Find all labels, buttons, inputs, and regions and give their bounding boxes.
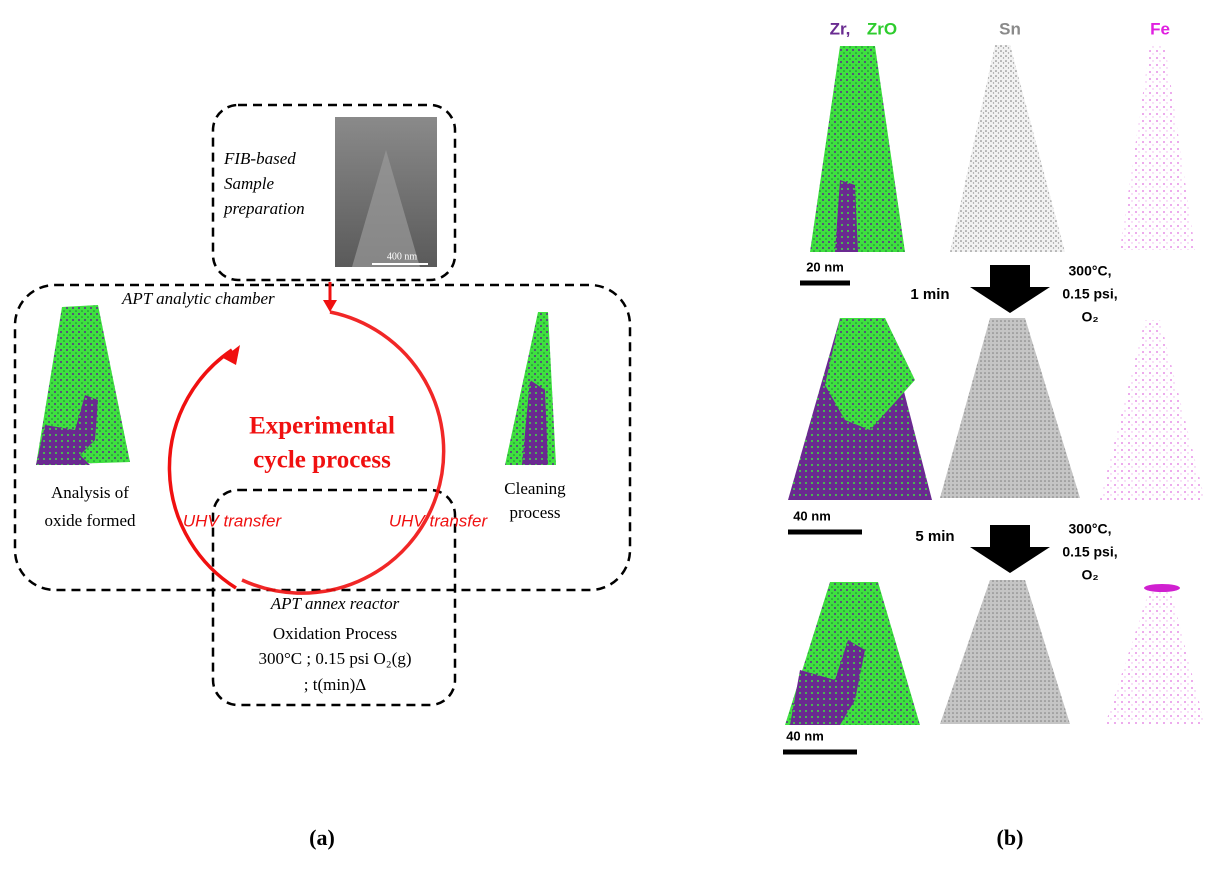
oxidation-text: Oxidation Process [273, 624, 397, 643]
left-label: Analysis of [51, 483, 129, 502]
tip-sn [950, 45, 1065, 252]
uhv-label: UHV transfer [183, 511, 283, 530]
right-label: Cleaning [504, 479, 566, 498]
tip-fe [1105, 588, 1205, 725]
step-condition: O₂ [1081, 567, 1098, 583]
step-arrow [970, 525, 1050, 573]
caption: (b) [997, 825, 1024, 850]
arrow-head [323, 300, 337, 312]
step-arrow [970, 265, 1050, 313]
tip-sn [940, 580, 1070, 724]
right-label: process [510, 503, 561, 522]
scale-label: 40 nm [786, 728, 824, 743]
cycle-title: Experimental [249, 413, 395, 440]
column-header: Sn [999, 19, 1021, 38]
panel-b: Zr, ZrO Sn Fe 20 nm 1 min 300°C, 0.15 ps… [783, 19, 1205, 850]
panel-a: 400 nm FIB-based Sample preparation APT … [15, 105, 630, 850]
step-condition: O₂ [1081, 309, 1098, 325]
reactor-label: APT annex reactor [270, 594, 400, 613]
oxidation-text: ; t(min)Δ [304, 675, 366, 694]
scale-label: 40 nm [793, 508, 831, 523]
step-condition: 0.15 psi, [1062, 286, 1117, 302]
caption: (a) [309, 825, 335, 850]
tip-zr [810, 46, 905, 252]
column-header: Zr, [830, 19, 851, 38]
column-header: Fe [1150, 19, 1170, 38]
oxidation-text: 300°C ; 0.15 psi O₂(g) [259, 649, 412, 668]
tip-fe [1120, 45, 1195, 250]
uhv-label: UHV transfer [389, 511, 489, 530]
chamber-label: APT analytic chamber [121, 289, 275, 308]
step-time: 1 min [910, 286, 949, 303]
fib-label: FIB-based [223, 149, 296, 168]
tip-sn [940, 318, 1080, 498]
left-label: oxide formed [44, 511, 136, 530]
scale-label: 20 nm [806, 259, 844, 274]
cycle-title: cycle process [253, 447, 391, 474]
column-header: ZrO [867, 19, 897, 38]
figure: 400 nm FIB-based Sample preparation APT … [0, 0, 1229, 881]
step-condition: 300°C, [1069, 521, 1112, 537]
sem-scale: 400 nm [387, 251, 418, 262]
tip-fe-cap [1144, 584, 1180, 592]
cycle-arc [169, 350, 236, 588]
step-condition: 300°C, [1069, 263, 1112, 279]
step-condition: 0.15 psi, [1062, 544, 1117, 560]
fib-label: Sample [224, 174, 275, 193]
tip-fe [1100, 320, 1205, 500]
step-time: 5 min [915, 528, 954, 545]
fib-label: preparation [223, 199, 305, 218]
